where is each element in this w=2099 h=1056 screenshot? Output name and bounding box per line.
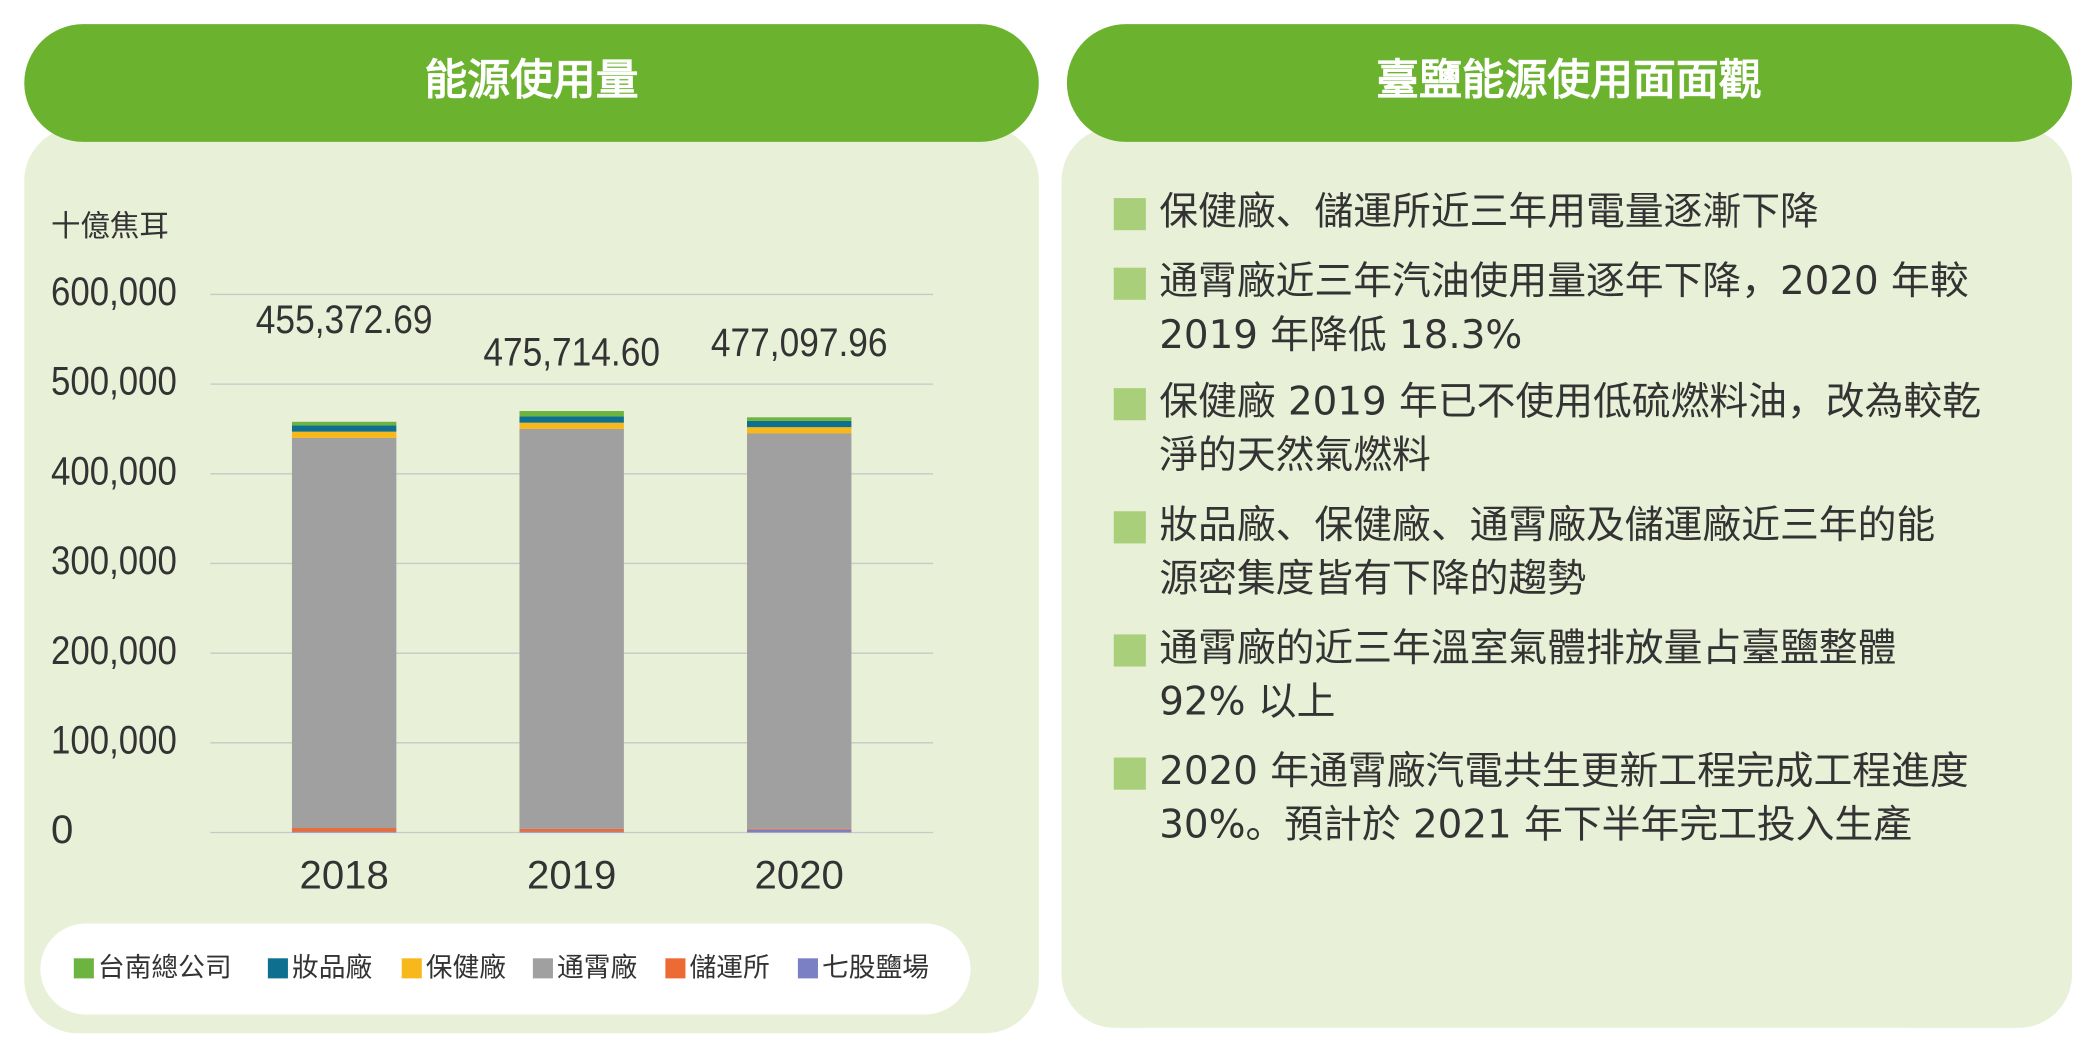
y-tick-label: 300,000 [51,538,177,583]
bar-segment [519,428,624,829]
bullet-text: 通霄廠近三年汽油使用量逐年下降，2020 年較 [1159,259,1968,304]
bar-segment [747,420,852,428]
bar-segment [291,425,397,432]
legend-box [40,923,971,1015]
bullet-text: 淨的天然氣燃料 [1159,433,1431,478]
y-tick-label: 0 [51,807,73,852]
bar-segment [291,831,397,833]
bar-segment [519,828,624,832]
bullet-text: 妝品廠、保健廠、通霄廠及儲運廠近三年的能 [1159,503,1935,548]
bar-segment [747,417,852,421]
chart-title: 能源使用量 [424,55,638,105]
total-label: 477,097.96 [711,320,888,365]
right-panel [1061,127,2073,1028]
legend-label: 通霄廠 [557,953,637,984]
legend-swatch [532,958,553,979]
legend-swatch [797,958,818,979]
legend-swatch [665,958,686,979]
bullet-text: 2020 年通霄廠汽電共生更新工程完成工程進度 [1159,749,1968,794]
bar-segment [291,437,397,829]
x-tick-label: 2019 [527,853,616,898]
y-axis-label: 十億焦耳 [51,209,169,243]
bullet-square [1113,757,1146,790]
bullet-square [1113,388,1146,421]
total-label: 455,372.69 [256,297,433,342]
right-header [1066,24,2073,142]
bar-segment [747,828,852,830]
legend-label: 妝品廠 [292,953,372,984]
legend-label: 儲運所 [689,953,769,984]
bullet-text: 保健廠 2019 年已不使用低硫燃料油，改為較乾 [1159,380,1981,425]
bullet-square [1113,267,1146,300]
bullet-text: 通霄廠的近三年溫室氣體排放量占臺鹽整體 [1159,626,1896,671]
bullet-text: 92% 以上 [1159,680,1335,725]
panel-title: 臺鹽能源使用面面觀 [1376,55,1762,105]
bar-segment [291,828,397,832]
bar-segment [291,431,397,438]
y-tick-label: 400,000 [51,448,177,493]
y-tick-label: 600,000 [51,269,177,314]
bullet-text: 保健廠、儲運所近三年用電量逐漸下降 [1159,190,1819,235]
bullet-square [1113,198,1146,231]
bar-segment [747,427,852,434]
legend-swatch [401,958,422,979]
y-tick-label: 500,000 [51,359,177,404]
legend-label: 保健廠 [426,953,506,984]
bullet-square [1113,634,1146,667]
legend-label: 七股鹽場 [822,953,929,984]
left-header [24,24,1039,142]
x-tick-label: 2020 [755,853,844,898]
y-tick-label: 200,000 [51,628,177,673]
bar-segment [291,421,397,426]
bar-segment [747,433,852,829]
bar-segment [747,829,852,833]
legend-swatch [73,958,94,979]
bar-segment [519,831,624,833]
bullet-text: 30%。預計於 2021 年下半年完工投入生產 [1159,803,1912,848]
legend-label: 台南總公司 [98,953,232,984]
bullet-square [1113,511,1146,544]
bar-segment [519,411,624,417]
bar-segment [519,422,624,429]
bullet-text: 2019 年降低 18.3% [1159,313,1522,358]
legend-swatch [267,958,288,979]
x-tick-label: 2018 [299,853,388,898]
total-label: 475,714.60 [483,329,660,374]
bullet-text: 源密集度皆有下降的趨勢 [1159,556,1586,601]
bar-segment [519,416,624,423]
y-tick-label: 100,000 [51,717,177,762]
